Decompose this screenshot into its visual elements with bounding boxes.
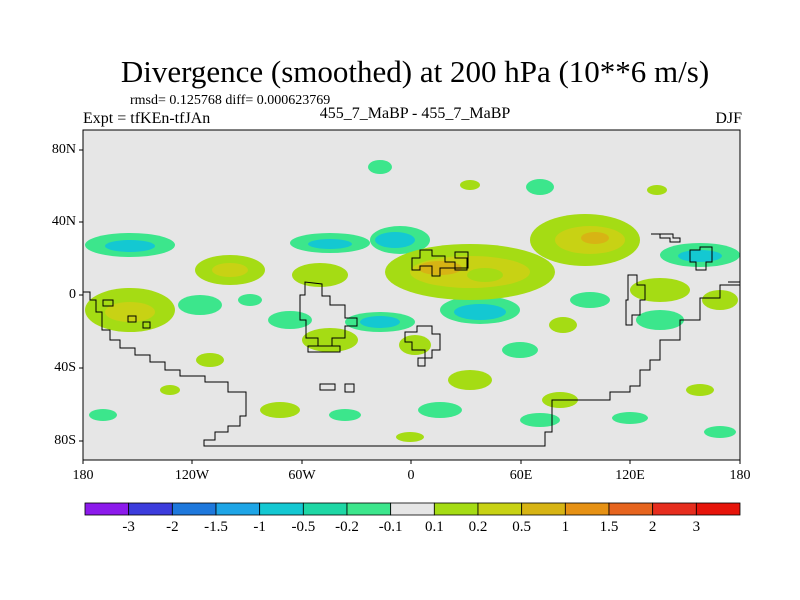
map-frame: [79, 129, 741, 464]
colorbar-label: 0.5: [512, 519, 532, 535]
coast-island-a: [102, 299, 114, 307]
lat-label-40n: 40N: [51, 214, 76, 229]
coast-falklands: [344, 383, 355, 393]
colorbar-label: 3: [692, 519, 701, 535]
colorbar: [84, 502, 741, 516]
season-label: DJF: [715, 110, 742, 127]
coast-japan: [651, 233, 681, 243]
map-background: [83, 130, 740, 460]
lon-label-180w: 180: [72, 468, 94, 483]
lon-label-120w: 120W: [174, 468, 210, 483]
coast-island-b: [127, 315, 137, 323]
divergence-inner-light: [467, 268, 503, 282]
colorbar-box-7: [390, 502, 435, 516]
colorbar-box-0: [84, 502, 130, 516]
lon-label-180e: 180: [729, 468, 751, 483]
convergence-mid-areas: [105, 232, 722, 328]
coast-south-america: [299, 281, 358, 347]
coast-maritime-continent: [625, 274, 646, 326]
colorbar-label: -0.2: [335, 519, 359, 535]
coastlines: [83, 233, 740, 447]
colorbar-box-3: [215, 502, 261, 516]
lat-label-0: 0: [69, 287, 76, 302]
runs-label: 455_7_MaBP - 455_7_MaBP: [319, 105, 511, 122]
colorbar-box-4: [259, 502, 304, 516]
colorbar-box-14: [695, 502, 741, 516]
colorbar-label: 1.5: [599, 519, 619, 535]
coast-south-antarctica-rim: [83, 284, 740, 447]
colorbar-box-12: [608, 502, 654, 516]
colorbar-label: -0.1: [378, 519, 403, 535]
colorbar-label: 0.1: [424, 519, 444, 535]
colorbar-box-11: [564, 502, 610, 516]
lon-label-60e: 60E: [509, 468, 533, 483]
coast-islands-south-atlantic: [319, 383, 336, 391]
colorbar-label: -0.5: [291, 519, 316, 535]
colorbar-label: -1: [253, 519, 266, 535]
divergence-field: [85, 160, 740, 442]
lon-label-120e: 120E: [615, 468, 645, 483]
colorbar-label: 1: [561, 519, 570, 535]
colorbar-label: 2: [648, 519, 657, 535]
colorbar-label: -3: [122, 519, 135, 535]
coast-western-pacific: [689, 246, 713, 271]
lon-label-0: 0: [407, 468, 415, 483]
colorbar-box-1: [128, 502, 173, 516]
coast-africa-south: [404, 325, 441, 367]
colorbar-box-9: [477, 502, 523, 516]
experiment-label: Expt = tfKEn-tfJAn: [83, 110, 211, 127]
colorbar-label: 0.2: [468, 519, 488, 535]
lat-label-80n: 80N: [51, 142, 76, 157]
stats-text: rmsd= 0.125768 diff= 0.000623769: [130, 93, 331, 108]
lat-label-40s: 40S: [54, 360, 76, 375]
colorbar-box-6: [346, 502, 392, 516]
colorbar-box-10: [521, 502, 566, 516]
coast-africa-north: [411, 249, 469, 277]
lon-label-60w: 60W: [288, 468, 316, 483]
colorbar-box-8: [433, 502, 479, 516]
colorbar-box-5: [302, 502, 348, 516]
colorbar-box-13: [652, 502, 697, 516]
colorbar-label: -2: [166, 519, 179, 535]
lat-label-80s: 80S: [54, 433, 76, 448]
coast-patagonia: [307, 345, 341, 353]
coast-island-c: [142, 321, 151, 329]
colorbar-label: -1.5: [204, 519, 228, 535]
colorbar-box-2: [171, 502, 217, 516]
figure-title: Divergence (smoothed) at 200 hPa (10**6 …: [120, 54, 710, 89]
